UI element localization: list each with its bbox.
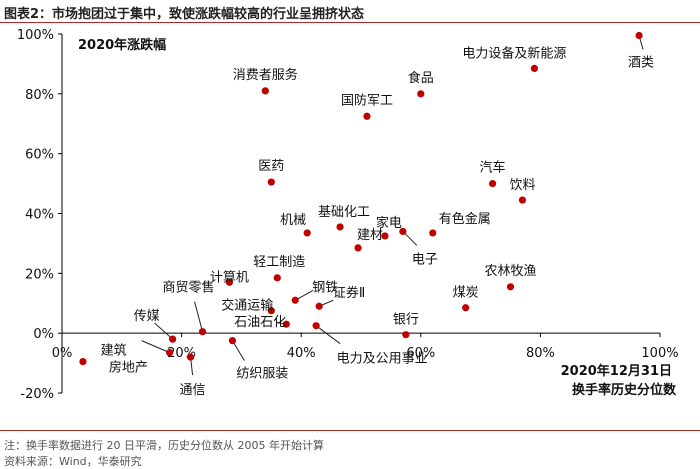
x-tick-label: 60% [406,346,435,361]
point-label: 家电 [376,215,402,231]
leader-line [315,325,341,345]
data-point [530,64,539,73]
data-point [169,335,177,343]
data-point [354,244,362,252]
leader-line [154,322,173,340]
leader-line [194,301,204,332]
data-points [79,31,643,366]
data-point [79,357,87,366]
y-tick-label: 80% [25,88,54,103]
leader-line [232,340,245,361]
data-point [267,307,275,315]
point-label: 传媒 [134,309,160,324]
data-point [635,31,643,40]
data-point [315,302,323,310]
point-label: 纺织服装 [236,367,288,382]
data-point [228,337,237,345]
data-point [261,87,269,95]
figure-header: 图表2：市场抱团过于集中，致使涨跌幅较高的行业呈拥挤状态 [0,0,700,23]
y-tick-label: -20% [20,387,54,402]
point-label: 建筑 [101,343,127,359]
data-point [303,229,311,237]
point-label: 通信 [180,383,206,398]
point-label: 基础化工 [318,205,370,220]
data-point [282,320,290,328]
point-label: 食品 [408,70,434,86]
point-label: 建材 [357,228,383,243]
data-point [336,223,344,231]
data-point [506,283,515,291]
footer-divider [0,430,700,431]
x-axis: 0% 20% 40% 60% 80% 100% [52,333,679,361]
figure-title: 图表2：市场抱团过于集中，致使涨跌幅较高的行业呈拥挤状态 [4,7,365,22]
point-label: 国防军工 [341,92,393,108]
point-label: 房地产 [109,360,148,376]
point-label: 消费者服务 [233,67,298,83]
leader-line [141,340,170,354]
data-point [402,331,410,339]
data-point [381,232,389,240]
y-tick-label: 100% [17,28,54,43]
x-tick-label: 0% [52,346,73,361]
x-tick-label: 40% [287,346,316,361]
data-point [273,274,281,282]
data-point [399,227,407,236]
point-label: 钢铁 [312,280,338,295]
data-point [518,196,527,204]
point-label: 证券Ⅱ [333,285,365,301]
point-label: 酒类 [628,55,654,70]
data-point [363,112,371,120]
point-label: 有色金属 [439,211,491,227]
data-point [312,322,320,330]
point-label: 煤炭 [453,286,479,301]
footnote: 注：换手率数据进行 20 日平滑，历史分位数从 2005 年开始计算 [4,439,324,452]
y-tick-label: 40% [25,208,54,223]
data-point [429,229,437,237]
data-point [267,178,275,186]
data-point [417,90,425,98]
y-tick-label: 0% [33,327,54,342]
x-tick-label: 100% [641,346,678,361]
data-point [186,353,195,361]
data-point [291,296,299,304]
data-point [198,328,207,336]
data-point [488,179,497,188]
point-label: 饮料 [509,178,535,193]
point-label: 商贸零售 [163,280,215,296]
point-label: 农林牧渔 [484,264,536,279]
x-axis-label-line2: 换手率历史分位数 [572,382,677,398]
data-point [462,304,470,312]
y-tick-label: 60% [25,148,54,163]
x-tick-label: 80% [526,346,555,361]
source-note: 资料来源：Wind，华泰研究 [4,455,142,468]
data-point [225,278,234,286]
point-label: 轻工制造 [253,255,305,270]
point-label: 电力设备及新能源 [462,45,566,61]
data-point [166,349,174,357]
x-axis-label-line1: 2020年12月31日 [561,363,672,379]
point-label: 计算机 [210,270,249,285]
point-label: 石油石化 [234,315,286,330]
point-label: 电力及公用事业 [337,352,428,367]
point-label: 电子 [412,252,438,267]
y-tick-label: 20% [25,267,54,282]
point-label: 银行 [393,313,419,328]
scatter-chart: -20%0%20%40%60%80%100% 0% 20% 40% 60% 80% 100… [17,28,679,402]
inner-chart-title: 2020年涨跌幅 [78,37,166,53]
point-label: 汽车 [480,160,506,176]
point-label: 医药 [258,159,284,174]
point-label: 交通运输 [221,298,273,314]
point-label: 机械 [280,213,306,228]
